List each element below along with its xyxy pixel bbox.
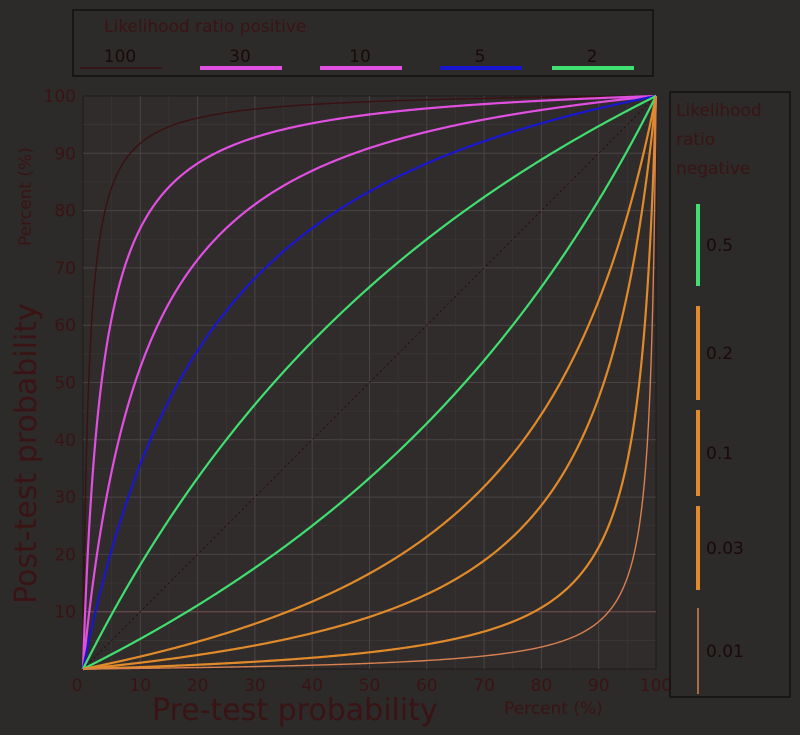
curve-lr-10 [81, 94, 657, 670]
legend-negative-box [669, 91, 791, 698]
y-tick-label: 70 [54, 259, 76, 279]
y-axis-label: Post-test probability [9, 303, 44, 604]
identity-line [82, 95, 657, 670]
x-axis-unit: Percent (%) [504, 699, 603, 719]
x-axis-label: Pre-test probability [152, 693, 438, 728]
legend-positive-label: 5 [475, 47, 486, 67]
legend-positive-label: 10 [349, 47, 371, 67]
x-tick-label: 50 [359, 676, 381, 696]
y-tick-labels: 10 20 30 40 50 60 70 80 90 100 [44, 87, 76, 623]
legend-negative-label: 0.2 [706, 344, 733, 364]
x-tick-label: 30 [244, 676, 266, 696]
x-tick-label: 10 [129, 676, 151, 696]
curve-lr-0_1 [82, 95, 658, 671]
y-tick-label: 80 [54, 202, 76, 222]
legend-negative-label: 0.03 [706, 539, 744, 559]
y-tick-label: 50 [54, 374, 76, 394]
curve-lr-0_2 [82, 95, 658, 671]
curves [81, 94, 658, 671]
legend-positive-label: 100 [104, 47, 136, 67]
y-tick-label: 30 [54, 488, 76, 508]
legend-negative-label: 0.5 [706, 236, 733, 256]
legend-positive-title: Likelihood ratio positive [104, 17, 306, 37]
legend-negative-entries: 0.5 0.2 0.1 0.03 0.01 [696, 204, 744, 694]
x-tick-labels: 0 10 20 30 40 50 60 70 80 90 100 [72, 676, 673, 696]
y-tick-label: 90 [54, 144, 76, 164]
x-tick-label: 90 [588, 676, 610, 696]
y-tick-label: 10 [54, 603, 76, 623]
x-tick-label: 80 [531, 676, 553, 696]
y-axis-unit: Percent (%) [16, 147, 36, 246]
y-tick-label: 60 [54, 316, 76, 336]
curve-lr-0_03 [83, 95, 658, 671]
legend-negative: Likelihood ratio negative 0.50.20.10.030… [669, 91, 791, 698]
legend-positive: Likelihood ratio positive 100 30 10 5 2 [72, 9, 654, 77]
legend-negative-label: 0.01 [706, 642, 744, 662]
x-tick-label: 40 [301, 676, 323, 696]
curve-lr-2 [82, 94, 657, 670]
y-tick-label: 40 [54, 431, 76, 451]
x-tick-label: 100 [640, 676, 672, 696]
legend-negative-title-2: ratio [676, 130, 715, 150]
x-tick-label: 0 [72, 676, 83, 696]
curve-lr-0_5 [82, 95, 657, 671]
legend-positive-box [72, 9, 654, 77]
y-tick-label: 20 [54, 545, 76, 565]
legend-negative-title-1: Likelihood [676, 101, 762, 121]
legend-negative-label: 0.1 [706, 444, 733, 464]
legend-negative-title-3: negative [676, 159, 750, 179]
legend-positive-label: 2 [587, 47, 598, 67]
x-tick-label: 60 [416, 676, 438, 696]
legend-positive-label: 30 [229, 47, 251, 67]
curve-lr-0_01 [83, 95, 657, 670]
legend-positive-entries: 100 30 10 5 2 [80, 47, 634, 70]
x-tick-label: 20 [187, 676, 209, 696]
y-tick-label: 100 [44, 87, 76, 107]
curve-lr-5 [81, 94, 657, 670]
x-tick-label: 70 [473, 676, 495, 696]
curve-lr-30 [81, 94, 656, 670]
